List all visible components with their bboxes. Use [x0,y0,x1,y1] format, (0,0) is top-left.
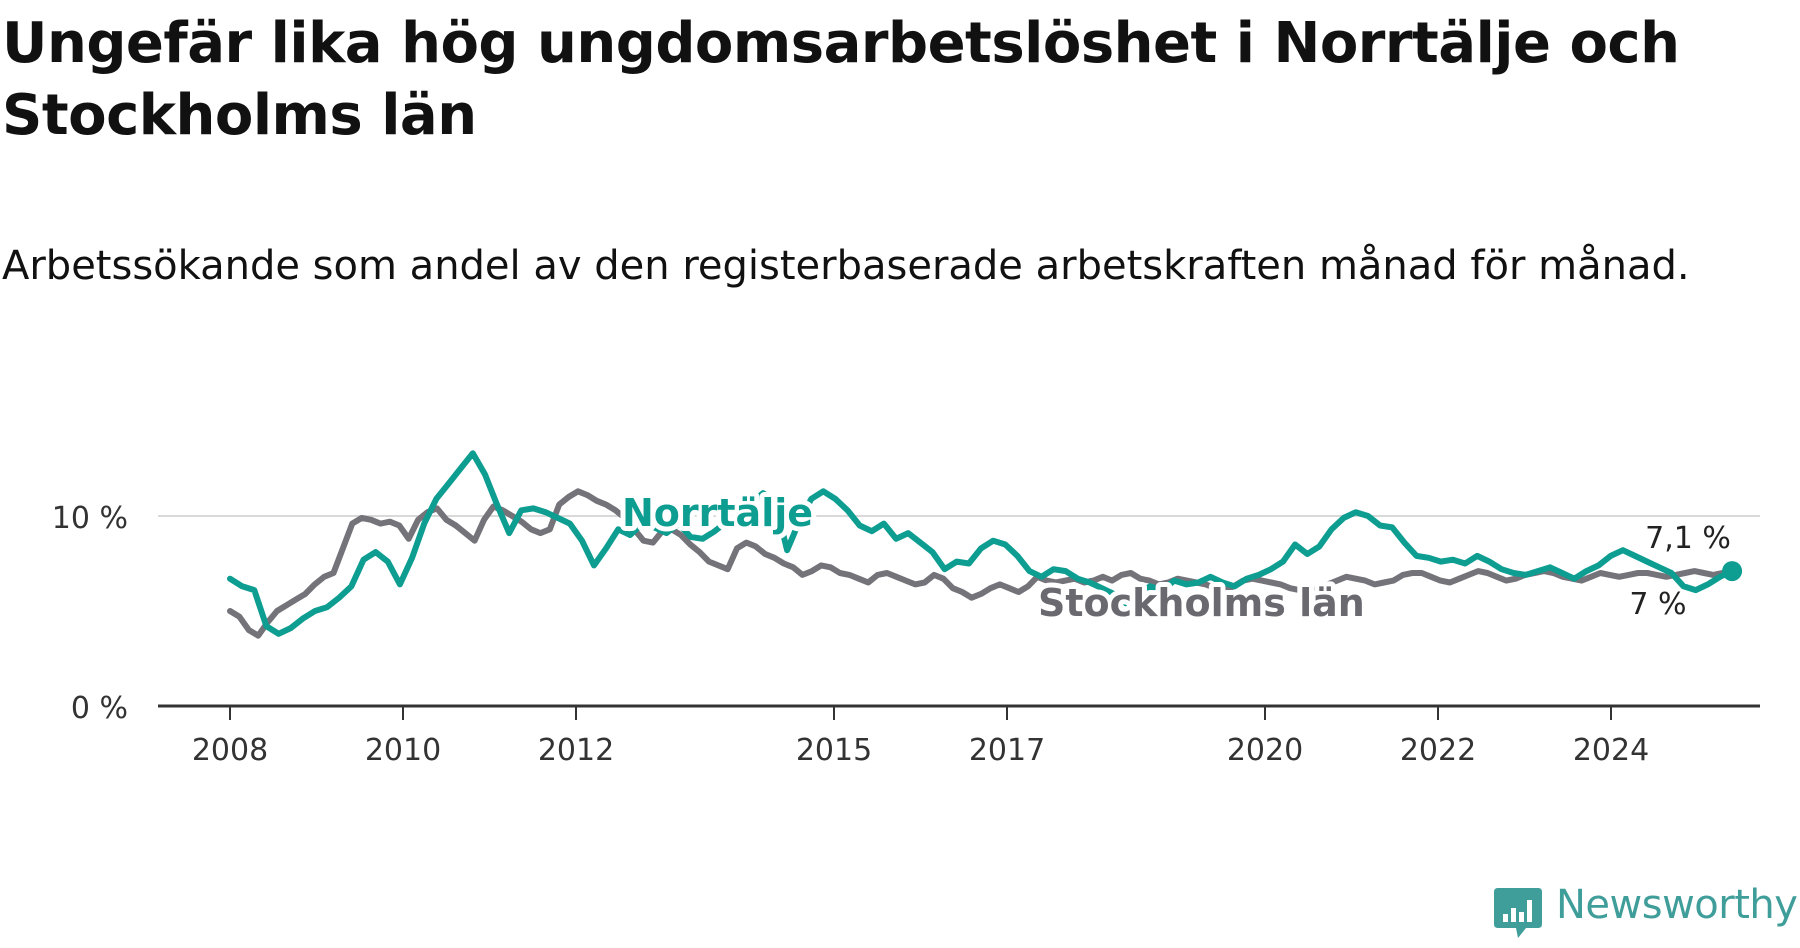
chart-title: Ungefär lika hög ungdomsarbetslöshet i N… [2,11,1680,148]
x-tick-label: 2024 [1573,733,1649,768]
newsworthy-logo-icon [1494,888,1542,938]
x-tick-label: 2020 [1227,733,1303,768]
x-tick-label: 2010 [365,733,441,768]
x-tick-label: 2015 [796,733,872,768]
y-tick-label: 0 % [71,691,128,726]
end-label-norrtalje: 7,1 % [1645,521,1731,556]
line-chart: 0 % 10 % 2008 2010 2012 2015 2017 2020 2022 2024 7… [52,450,1760,768]
y-tick-label: 10 % [52,501,128,536]
chart-subtitle: Arbetssökande som andel av den registerb… [2,243,1690,289]
series-label-stockholms-lan-halo: Stockholms län [1038,581,1365,625]
series-line-norrtalje [227,450,1736,637]
series-label-norrtalje: Norrtälje [622,491,813,535]
x-tick-label: 2017 [969,733,1045,768]
series-label-norrtalje-halo: Norrtälje [622,491,813,535]
x-tick-label: 2008 [192,733,268,768]
series-label-stockholms-lan: Stockholms län [1038,581,1365,625]
x-tick-label: 2022 [1400,733,1476,768]
brand-name: Newsworthy [1556,882,1798,928]
end-marker-norrtalje [1722,561,1743,582]
x-tick-label: 2012 [538,733,614,768]
series-line-stockholms-lan [227,488,1736,639]
end-label-stockholms-lan: 7 % [1629,587,1686,622]
